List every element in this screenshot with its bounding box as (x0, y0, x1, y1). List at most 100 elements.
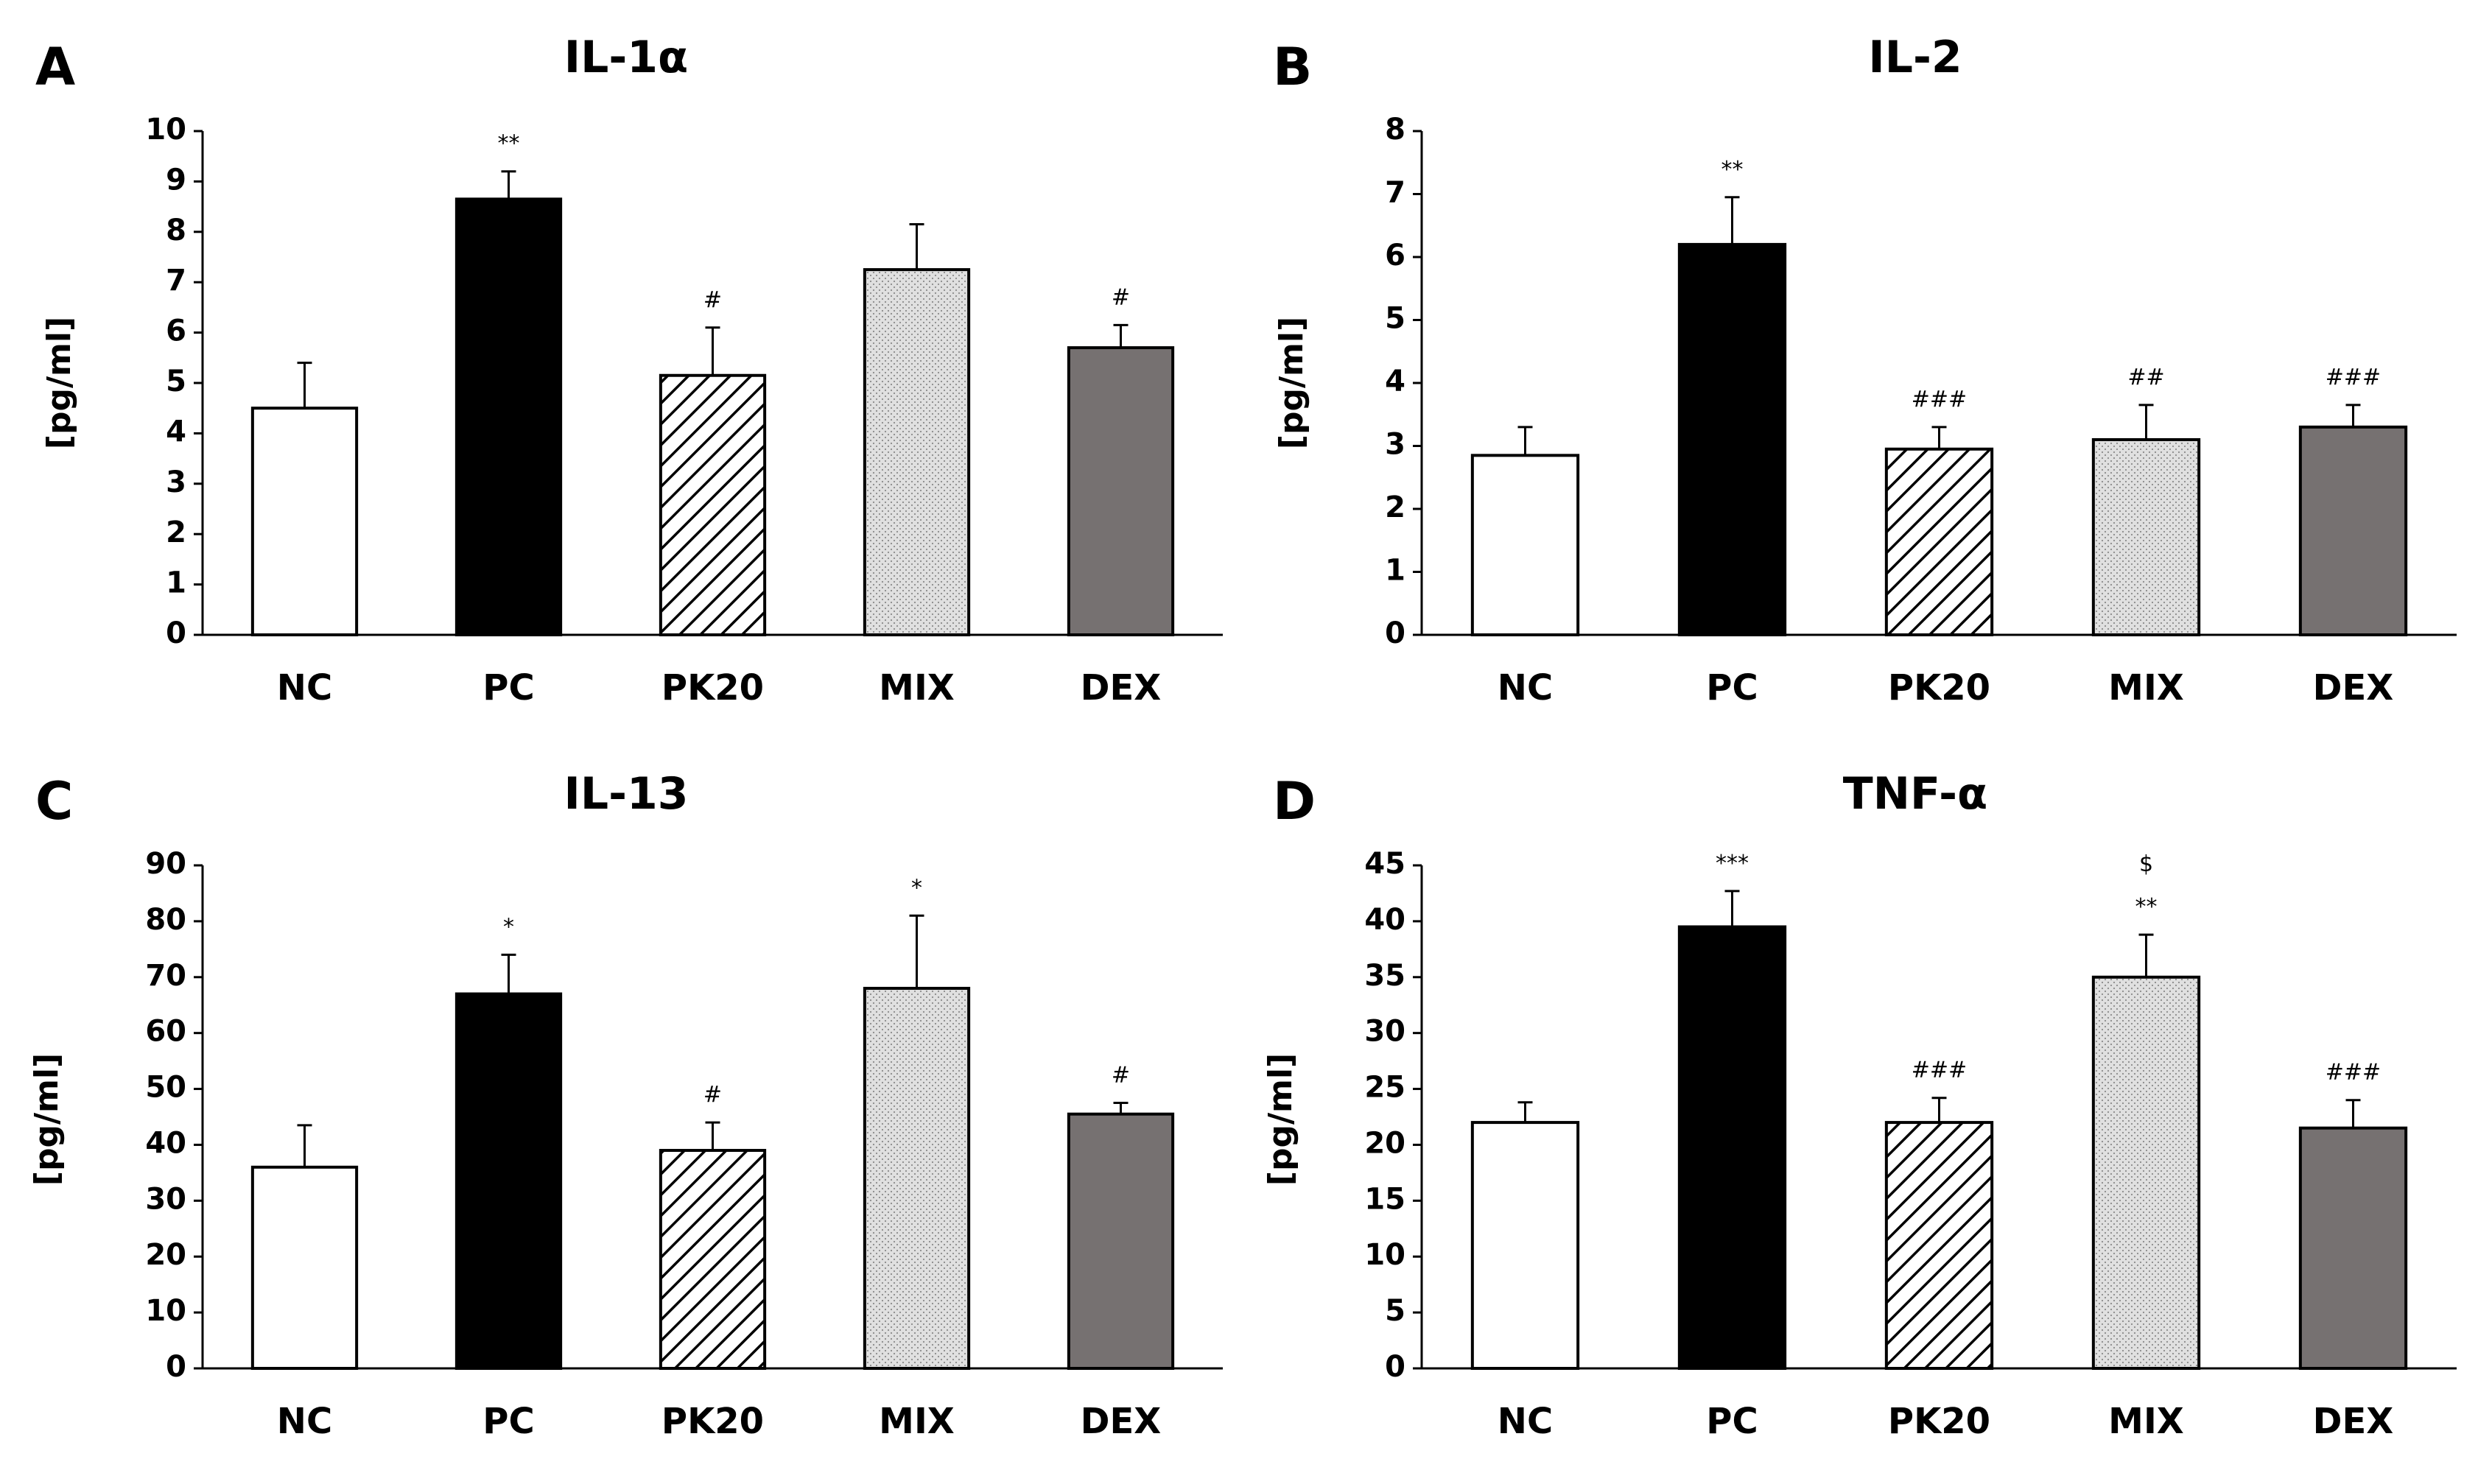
panel-letter: B (1273, 37, 1312, 97)
bar-dex (2298, 1126, 2408, 1370)
bar-nc (250, 1165, 359, 1371)
chart-title: IL-2 (1868, 32, 1962, 83)
bar-nc (250, 407, 359, 636)
x-tick-label: DEX (2313, 667, 2394, 708)
y-tick-label: 2 (166, 516, 186, 549)
significance-label: * (911, 875, 922, 901)
y-tick-label: 6 (166, 314, 186, 348)
y-tick-label: 7 (166, 264, 186, 298)
x-tick-label: PK20 (661, 667, 764, 708)
y-tick-label: 35 (1364, 959, 1405, 993)
y-tick-label: 40 (1364, 903, 1405, 937)
significance-label: ** (1721, 157, 1744, 183)
y-axis-label: [pg/ml] (41, 317, 78, 449)
x-tick-label: PC (482, 667, 534, 708)
y-tick-label: 8 (1385, 113, 1405, 147)
bar-mix (863, 986, 971, 1370)
panel-letter: D (1273, 771, 1316, 831)
y-tick-label: 8 (166, 214, 186, 247)
y-tick-label: 4 (166, 415, 186, 449)
y-tick-label: 90 (145, 847, 186, 881)
chart-title: IL-1α (564, 32, 688, 83)
x-tick-label: DEX (2313, 1401, 2394, 1442)
x-tick-label: PC (482, 1401, 534, 1442)
significance-label: * (503, 914, 514, 940)
x-tick-label: DEX (1081, 667, 1162, 708)
y-tick-label: 10 (145, 1294, 186, 1328)
y-axis-label: [pg/ml] (1273, 317, 1310, 449)
y-tick-label: 7 (1385, 176, 1405, 210)
significance-label: $ (2139, 851, 2153, 877)
y-tick-label: 3 (166, 465, 186, 499)
bar-dex (1067, 1112, 1175, 1370)
panel-d: D TNF-α 0 5 10 15 20 25 30 35 40 45 [pg/ml] NC *** PC ##… (1262, 768, 2457, 1442)
y-tick-label: 1 (1385, 554, 1405, 588)
x-tick-label: MIX (2108, 1401, 2184, 1442)
y-tick-label: 10 (145, 113, 186, 147)
y-tick-label: 45 (1364, 847, 1405, 881)
y-axis-label: [pg/ml] (1262, 1053, 1299, 1186)
x-tick-label: NC (277, 667, 332, 708)
bar-dex (2298, 425, 2408, 636)
significance-label: # (1112, 284, 1130, 310)
x-tick-label: MIX (879, 667, 955, 708)
y-tick-label: 0 (166, 616, 186, 650)
x-tick-label: PC (1706, 1401, 1758, 1442)
y-tick-label: 6 (1385, 239, 1405, 272)
bar-mix (2091, 975, 2201, 1371)
bar-pk20 (659, 373, 767, 636)
panel-letter: A (35, 37, 75, 97)
significance-label: # (1112, 1063, 1130, 1089)
significance-label: ### (1912, 1058, 1967, 1083)
bar-pk20 (1884, 1121, 1994, 1370)
y-tick-label: 30 (145, 1182, 186, 1216)
y-tick-label: 30 (1364, 1015, 1405, 1049)
x-tick-label: MIX (2108, 667, 2184, 708)
significance-label: ** (498, 131, 520, 157)
significance-label: *** (1716, 851, 1749, 876)
y-tick-label: 70 (145, 959, 186, 993)
bar-pk20 (659, 1149, 767, 1370)
y-tick-label: 5 (1385, 302, 1405, 336)
panel-c: C IL-13 0 10 20 30 40 50 60 70 80 90 [pg/ml] NC * PC # PK… (28, 768, 1223, 1442)
x-tick-label: PK20 (661, 1401, 764, 1442)
y-tick-label: 0 (1385, 616, 1405, 650)
y-tick-label: 20 (145, 1238, 186, 1272)
chart-title: TNF-α (1843, 768, 1987, 820)
panel-letter: C (35, 771, 73, 831)
significance-label: ### (2326, 365, 2381, 390)
y-tick-label: 25 (1364, 1071, 1405, 1105)
y-tick-label: 0 (166, 1350, 186, 1384)
y-tick-label: 50 (145, 1071, 186, 1105)
y-tick-label: 9 (166, 163, 186, 197)
y-tick-label: 5 (166, 365, 186, 398)
x-tick-label: NC (1498, 667, 1553, 708)
y-tick-label: 0 (1385, 1350, 1405, 1384)
x-tick-label: NC (1498, 1401, 1553, 1442)
bar-pk20 (1884, 447, 1994, 637)
x-tick-label: NC (277, 1401, 332, 1442)
bar-pc (454, 992, 563, 1370)
x-tick-label: PK20 (1888, 1401, 1990, 1442)
y-tick-label: 20 (1364, 1126, 1405, 1160)
bar-pc (454, 197, 563, 636)
panel-a: A IL-1α 0 1 2 3 4 5 6 7 8 9 10 [pg/ml] NC ** PC # PK20 MIX #… (35, 32, 1223, 708)
y-tick-label: 2 (1385, 490, 1405, 524)
significance-label: # (703, 287, 722, 313)
y-tick-label: 15 (1364, 1182, 1405, 1216)
bar-nc (1470, 454, 1580, 637)
y-tick-label: 3 (1385, 428, 1405, 462)
significance-label: ## (2127, 365, 2164, 390)
bar-dex (1067, 346, 1175, 636)
significance-label: ### (1912, 387, 1967, 412)
chart-title: IL-13 (564, 768, 689, 820)
bar-nc (1470, 1121, 1580, 1370)
x-tick-label: PK20 (1888, 667, 1990, 708)
bar-mix (2091, 437, 2201, 636)
x-tick-label: PC (1706, 667, 1758, 708)
x-tick-label: DEX (1081, 1401, 1162, 1442)
y-tick-label: 1 (166, 566, 186, 600)
bar-pc (1677, 242, 1787, 636)
